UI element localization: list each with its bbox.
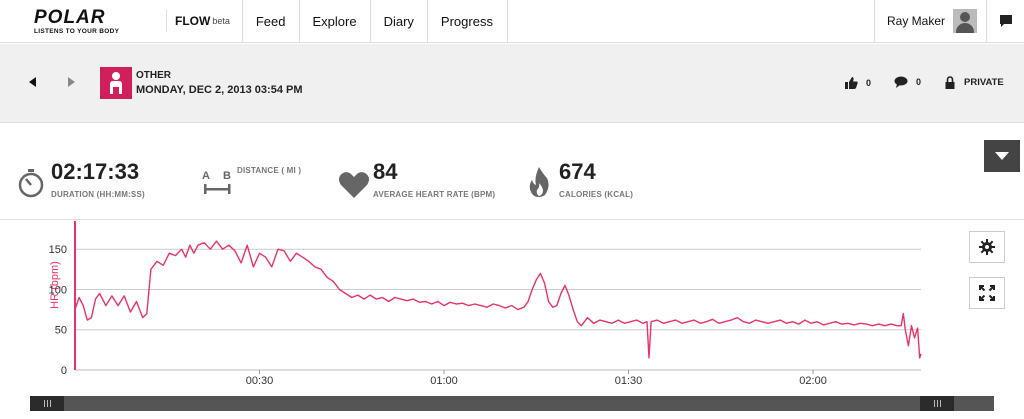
like-button[interactable]: 0 xyxy=(844,76,871,89)
message-icon xyxy=(999,15,1012,27)
sport-person-icon xyxy=(100,67,132,99)
stopwatch-icon xyxy=(18,169,44,198)
fullscreen-icon xyxy=(979,285,995,301)
comment-icon xyxy=(894,76,908,88)
plot-area xyxy=(75,221,921,370)
calories-metric: 674 CALORIES (KCAL) xyxy=(559,159,634,200)
calories-value: 674 xyxy=(559,159,596,184)
nav-spacer xyxy=(508,0,874,42)
flame-icon xyxy=(529,167,549,197)
like-count: 0 xyxy=(866,77,872,88)
heart-icon xyxy=(339,172,369,198)
chart-range-scrollbar[interactable] xyxy=(30,396,994,411)
product-title: FLOW xyxy=(175,14,211,28)
comment-count: 0 xyxy=(916,77,922,87)
privacy-label: PRIVATE xyxy=(964,77,1004,88)
nav-feed[interactable]: Feed xyxy=(241,0,299,42)
distance-point-a: A xyxy=(202,170,210,182)
distance-ruler-icon xyxy=(204,184,231,194)
heart-rate-chart: HR (bpm) 0 50 100 150 00:30 01:00 01:30 02:00 xyxy=(0,221,1024,396)
messages-button[interactable] xyxy=(986,0,1024,42)
product-suffix: beta xyxy=(212,16,230,26)
y-tick-label: 150 xyxy=(49,244,67,256)
session-datetime: MONDAY, DEC 2, 2013 03:54 PM xyxy=(136,84,303,96)
nav-progress[interactable]: Progress xyxy=(426,0,508,42)
x-tick-label: 02:00 xyxy=(799,375,827,387)
x-tick-label: 01:00 xyxy=(430,375,458,387)
product-name: FLOW beta xyxy=(166,10,242,32)
nav-diary[interactable]: Diary xyxy=(369,0,427,42)
nav-explore[interactable]: Explore xyxy=(298,0,370,42)
range-end-handle[interactable] xyxy=(920,396,954,411)
range-start-handle[interactable] xyxy=(30,396,64,411)
next-session-arrow[interactable] xyxy=(68,77,75,87)
avatar xyxy=(953,9,977,33)
distance-point-b: B xyxy=(223,170,231,182)
y-tick-label: 50 xyxy=(55,325,67,337)
y-tick-label: 100 xyxy=(49,284,67,296)
comment-button[interactable]: 0 xyxy=(894,76,921,88)
y-tick-label: 0 xyxy=(61,365,67,377)
distance-metric: DISTANCE ( MI ) xyxy=(237,160,301,175)
duration-value: 02:17:33 xyxy=(51,159,140,184)
lock-icon xyxy=(945,76,955,89)
chart-settings-button[interactable] xyxy=(969,231,1005,263)
duration-label: DURATION (HH:MM:SS) xyxy=(51,190,145,199)
heart-rate-metric: 84 AVERAGE HEART RATE (BPM) xyxy=(373,159,496,200)
distance-label: DISTANCE ( MI ) xyxy=(237,166,302,175)
sport-name: OTHER xyxy=(136,70,171,81)
privacy-toggle[interactable]: PRIVATE xyxy=(945,76,1004,89)
duration-metric: 02:17:33 DURATION (HH:MM:SS) xyxy=(51,159,145,200)
polar-logo[interactable]: POLAR LISTENS TO YOUR BODY xyxy=(0,0,166,42)
fullscreen-button[interactable] xyxy=(969,277,1005,309)
thumbs-up-icon xyxy=(845,77,858,89)
calories-label: CALORIES (KCAL) xyxy=(559,190,634,199)
session-header: OTHER MONDAY, DEC 2, 2013 03:54 PM 0 0 P… xyxy=(0,44,1024,123)
heart-rate-value: 84 xyxy=(373,159,398,184)
expand-dropdown-button[interactable] xyxy=(984,140,1020,172)
gear-icon xyxy=(979,239,995,255)
x-tick-label: 00:30 xyxy=(246,375,274,387)
chart-canvas: 0 50 100 150 00:30 01:00 01:30 02:00 xyxy=(49,221,922,387)
logo-tagline: LISTENS TO YOUR BODY xyxy=(34,28,120,35)
user-menu[interactable]: Ray Maker xyxy=(873,0,986,42)
previous-session-arrow[interactable] xyxy=(29,77,36,87)
distance-icon: A B xyxy=(202,168,234,198)
top-navigation: POLAR LISTENS TO YOUR BODY FLOW beta Fee… xyxy=(0,0,1024,43)
heart-rate-label: AVERAGE HEART RATE (BPM) xyxy=(373,190,496,199)
logo-wordmark: POLAR xyxy=(34,7,106,28)
user-name: Ray Maker xyxy=(886,14,945,28)
x-tick-label: 01:30 xyxy=(615,375,643,387)
hr-series-line xyxy=(74,240,922,359)
session-summary: 02:17:33 DURATION (HH:MM:SS) A B DISTANC… xyxy=(0,124,1024,220)
